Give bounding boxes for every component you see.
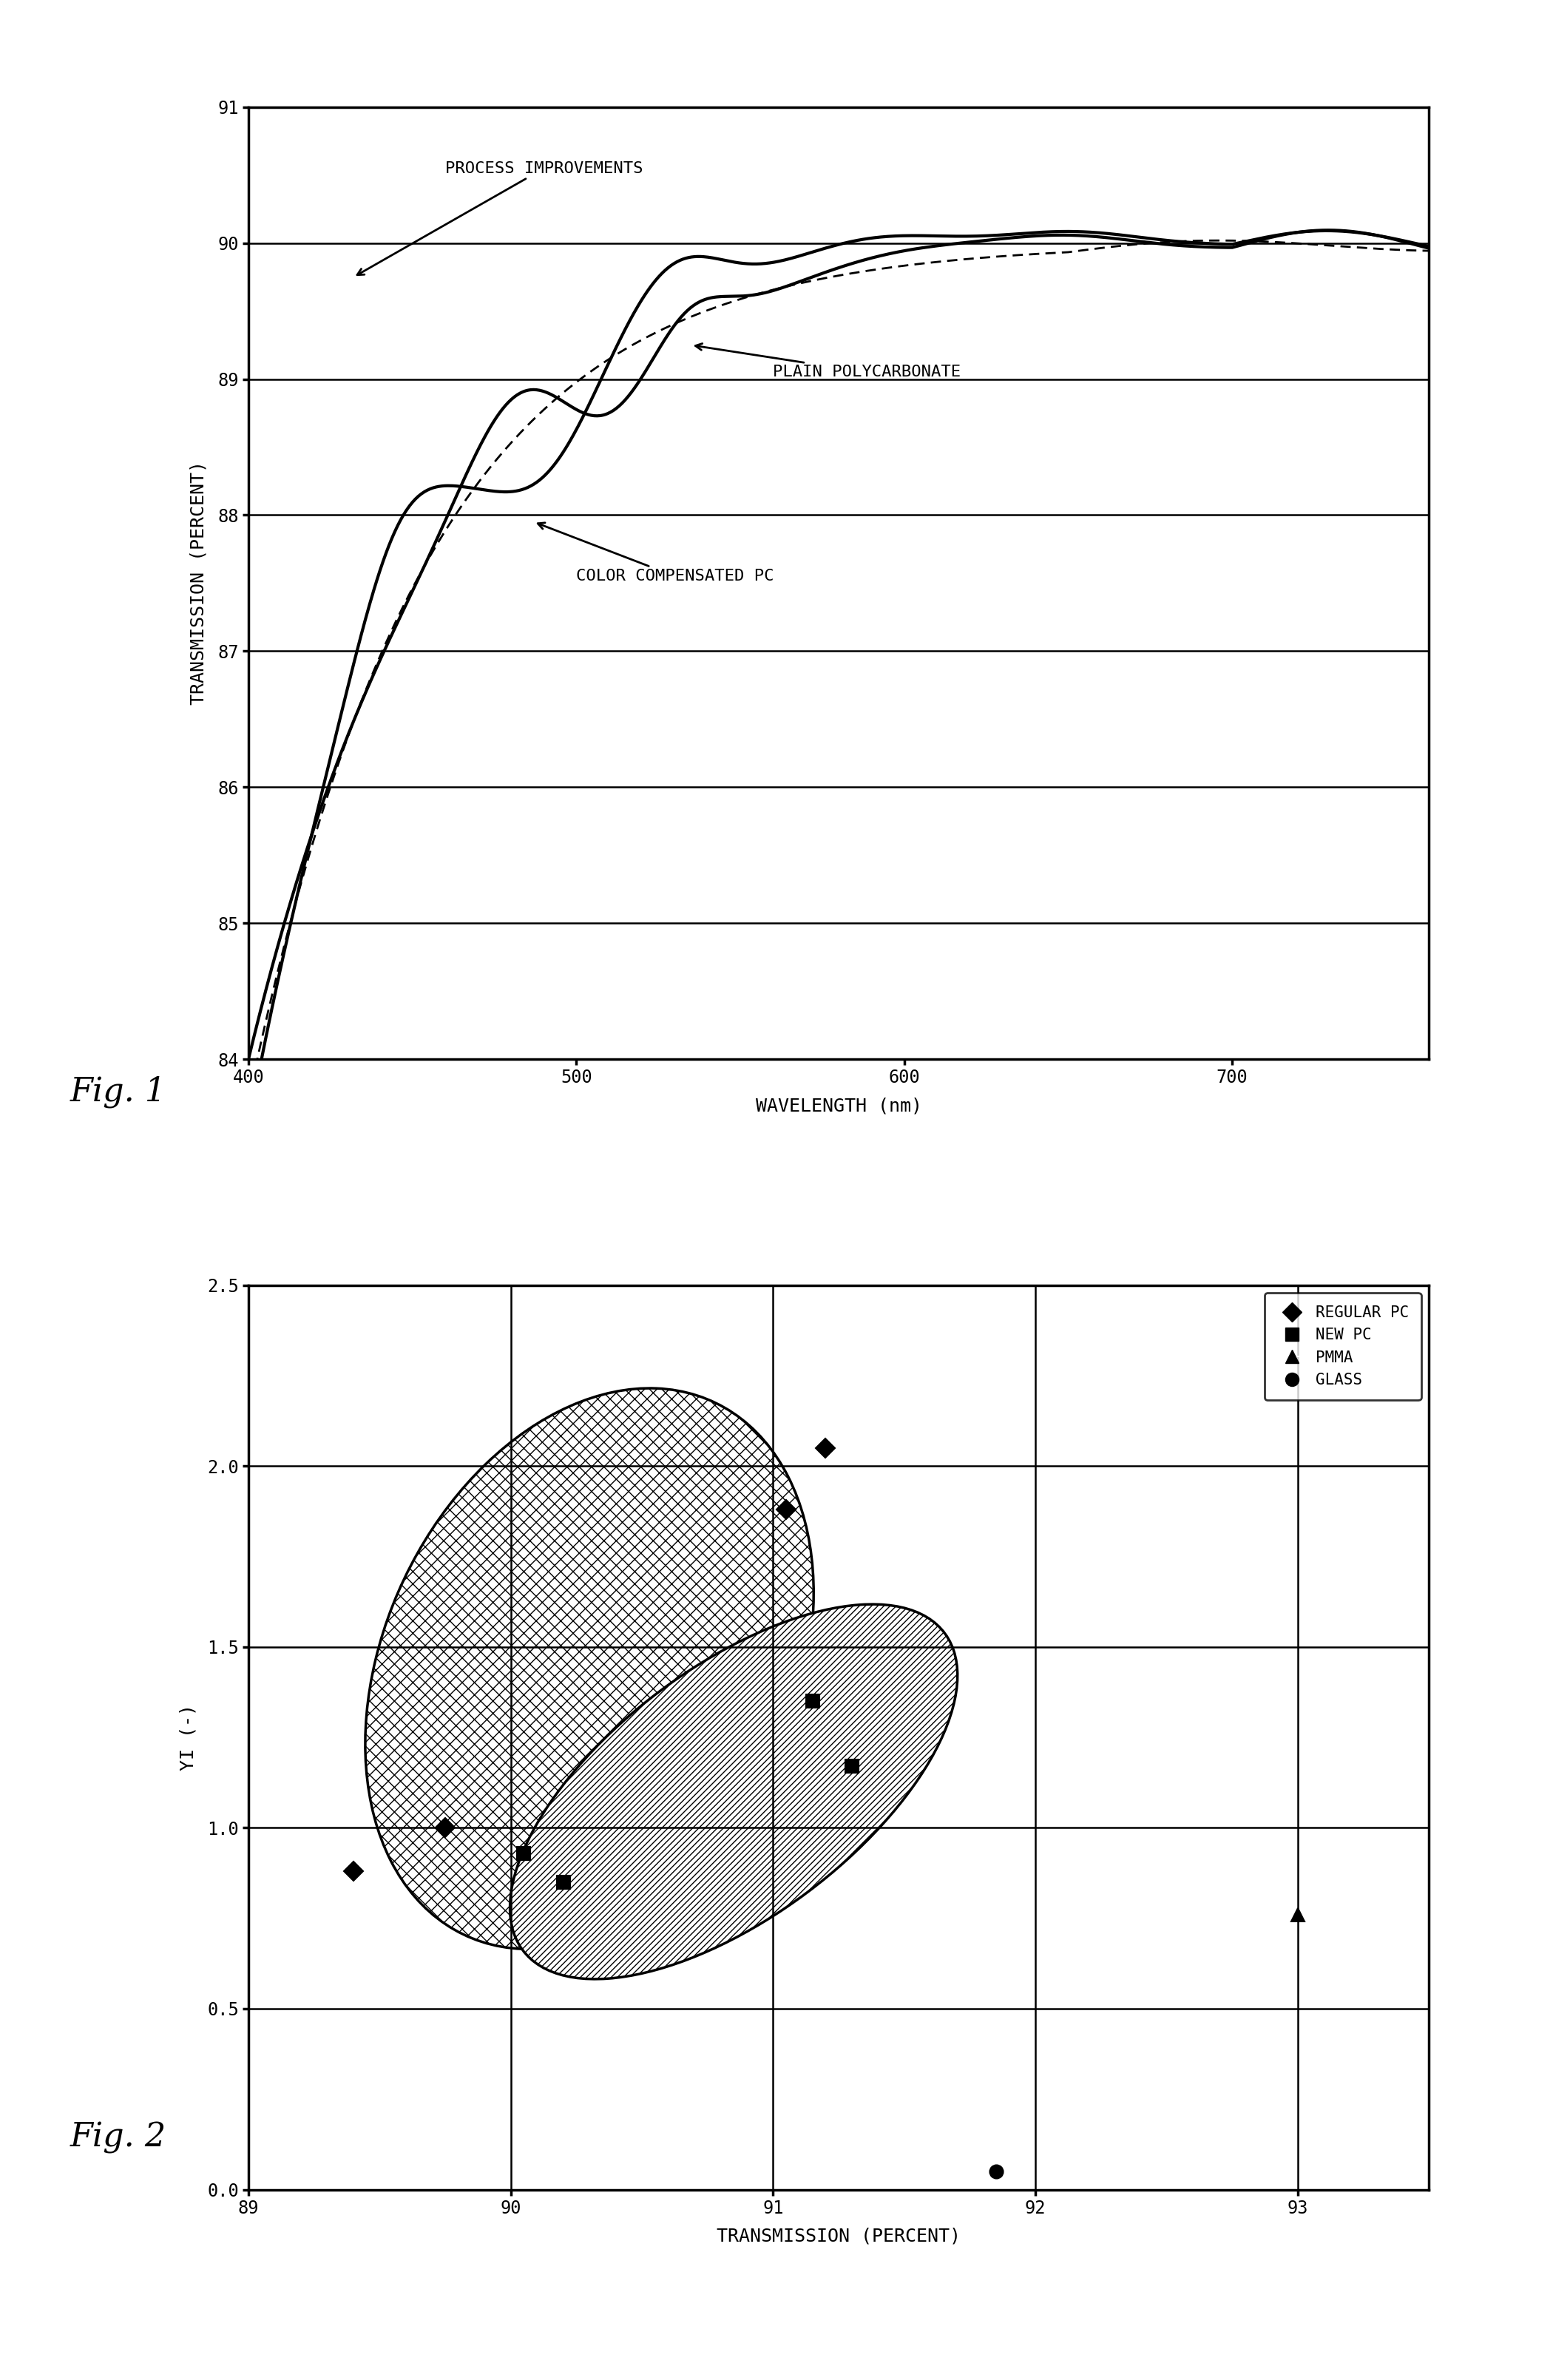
Ellipse shape bbox=[509, 1604, 958, 1980]
X-axis label: WAVELENGTH (nm): WAVELENGTH (nm) bbox=[755, 1097, 922, 1114]
Ellipse shape bbox=[365, 1388, 814, 1949]
Text: PROCESS IMPROVEMENTS: PROCESS IMPROVEMENTS bbox=[357, 162, 643, 276]
Text: Fig. 1: Fig. 1 bbox=[70, 1076, 166, 1109]
X-axis label: TRANSMISSION (PERCENT): TRANSMISSION (PERCENT) bbox=[716, 2228, 961, 2244]
Y-axis label: TRANSMISSION (PERCENT): TRANSMISSION (PERCENT) bbox=[189, 462, 208, 704]
Legend: REGULAR PC, NEW PC, PMMA, GLASS: REGULAR PC, NEW PC, PMMA, GLASS bbox=[1264, 1292, 1421, 1399]
Text: COLOR COMPENSATED PC: COLOR COMPENSATED PC bbox=[537, 524, 773, 583]
Y-axis label: YI (-): YI (-) bbox=[179, 1704, 197, 1771]
Text: Fig. 2: Fig. 2 bbox=[70, 2123, 166, 2154]
Text: PLAIN POLYCARBONATE: PLAIN POLYCARBONATE bbox=[696, 343, 961, 381]
